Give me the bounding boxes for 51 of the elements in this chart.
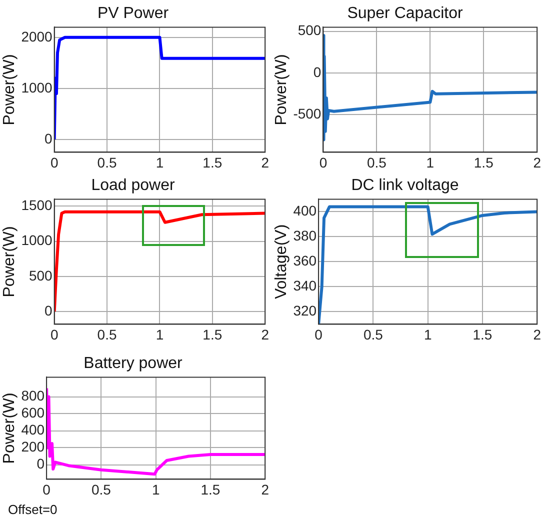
chart-title: DC link voltage (351, 177, 459, 194)
x-tick-label: 1.5 (474, 154, 494, 170)
y-tick-label: 400 (293, 202, 317, 219)
y-axis-title: Power(W) (1, 54, 18, 126)
y-tick-label: 600 (21, 404, 45, 421)
y-axis-title: Voltage(V) (273, 224, 290, 300)
y-tick-label: 380 (293, 228, 317, 244)
x-tick-label: 1 (426, 154, 434, 170)
y-tick-label: 400 (21, 422, 45, 438)
y-tick-label: 500 (298, 22, 322, 38)
y-tick-label: 340 (293, 278, 317, 294)
x-tick-label: 0.5 (366, 154, 387, 170)
y-tick-label: 200 (21, 438, 45, 455)
x-tick-label: 1.5 (200, 481, 220, 498)
x-tick-label: 1 (156, 326, 164, 342)
y-tick-label: 1000 (21, 232, 53, 248)
x-tick-label: 2 (533, 154, 542, 170)
x-tick-label: 2 (533, 326, 542, 342)
x-tick-label: 0.5 (97, 326, 117, 342)
y-tick-label: 2000 (21, 28, 53, 44)
y-tick-label: 800 (21, 388, 45, 404)
y-axis-title: Power(W) (1, 226, 18, 298)
x-tick-label: 0.5 (363, 326, 384, 342)
y-tick-label: 0 (36, 456, 45, 472)
x-tick-label: 1 (424, 326, 432, 342)
x-tick-label: 1 (152, 481, 160, 498)
y-tick-label: 0 (44, 302, 53, 318)
y-tick-label: 1000 (21, 79, 53, 96)
chart-title: Load power (91, 177, 176, 194)
y-tick-label: 320 (293, 302, 317, 319)
x-tick-label: 0.5 (97, 154, 117, 170)
x-tick-label: 1.5 (202, 326, 222, 342)
y-tick-label: 0 (44, 130, 53, 146)
y-tick-label: 360 (293, 252, 317, 269)
x-tick-label: 2 (261, 326, 270, 342)
chart-title: Super Capacitor (347, 5, 464, 22)
x-tick-label: 1 (156, 154, 164, 170)
x-tick-label: 0.5 (91, 481, 112, 498)
y-tick-label: 500 (28, 267, 53, 284)
text: Offset=0 (8, 502, 58, 517)
y-tick-label: -500 (293, 106, 322, 122)
y-axis-title: Power(W) (1, 392, 18, 464)
y-axis-title: Power(W) (273, 54, 290, 126)
chart-title: PV Power (97, 5, 170, 22)
y-tick-label: 1500 (21, 197, 53, 214)
y-tick-label: 0 (313, 64, 322, 80)
chart-title: Battery power (84, 355, 184, 372)
x-tick-label: 1.5 (472, 326, 492, 342)
x-tick-label: 1.5 (202, 154, 222, 170)
x-tick-label: 2 (261, 154, 270, 170)
x-tick-label: 2 (261, 481, 270, 498)
